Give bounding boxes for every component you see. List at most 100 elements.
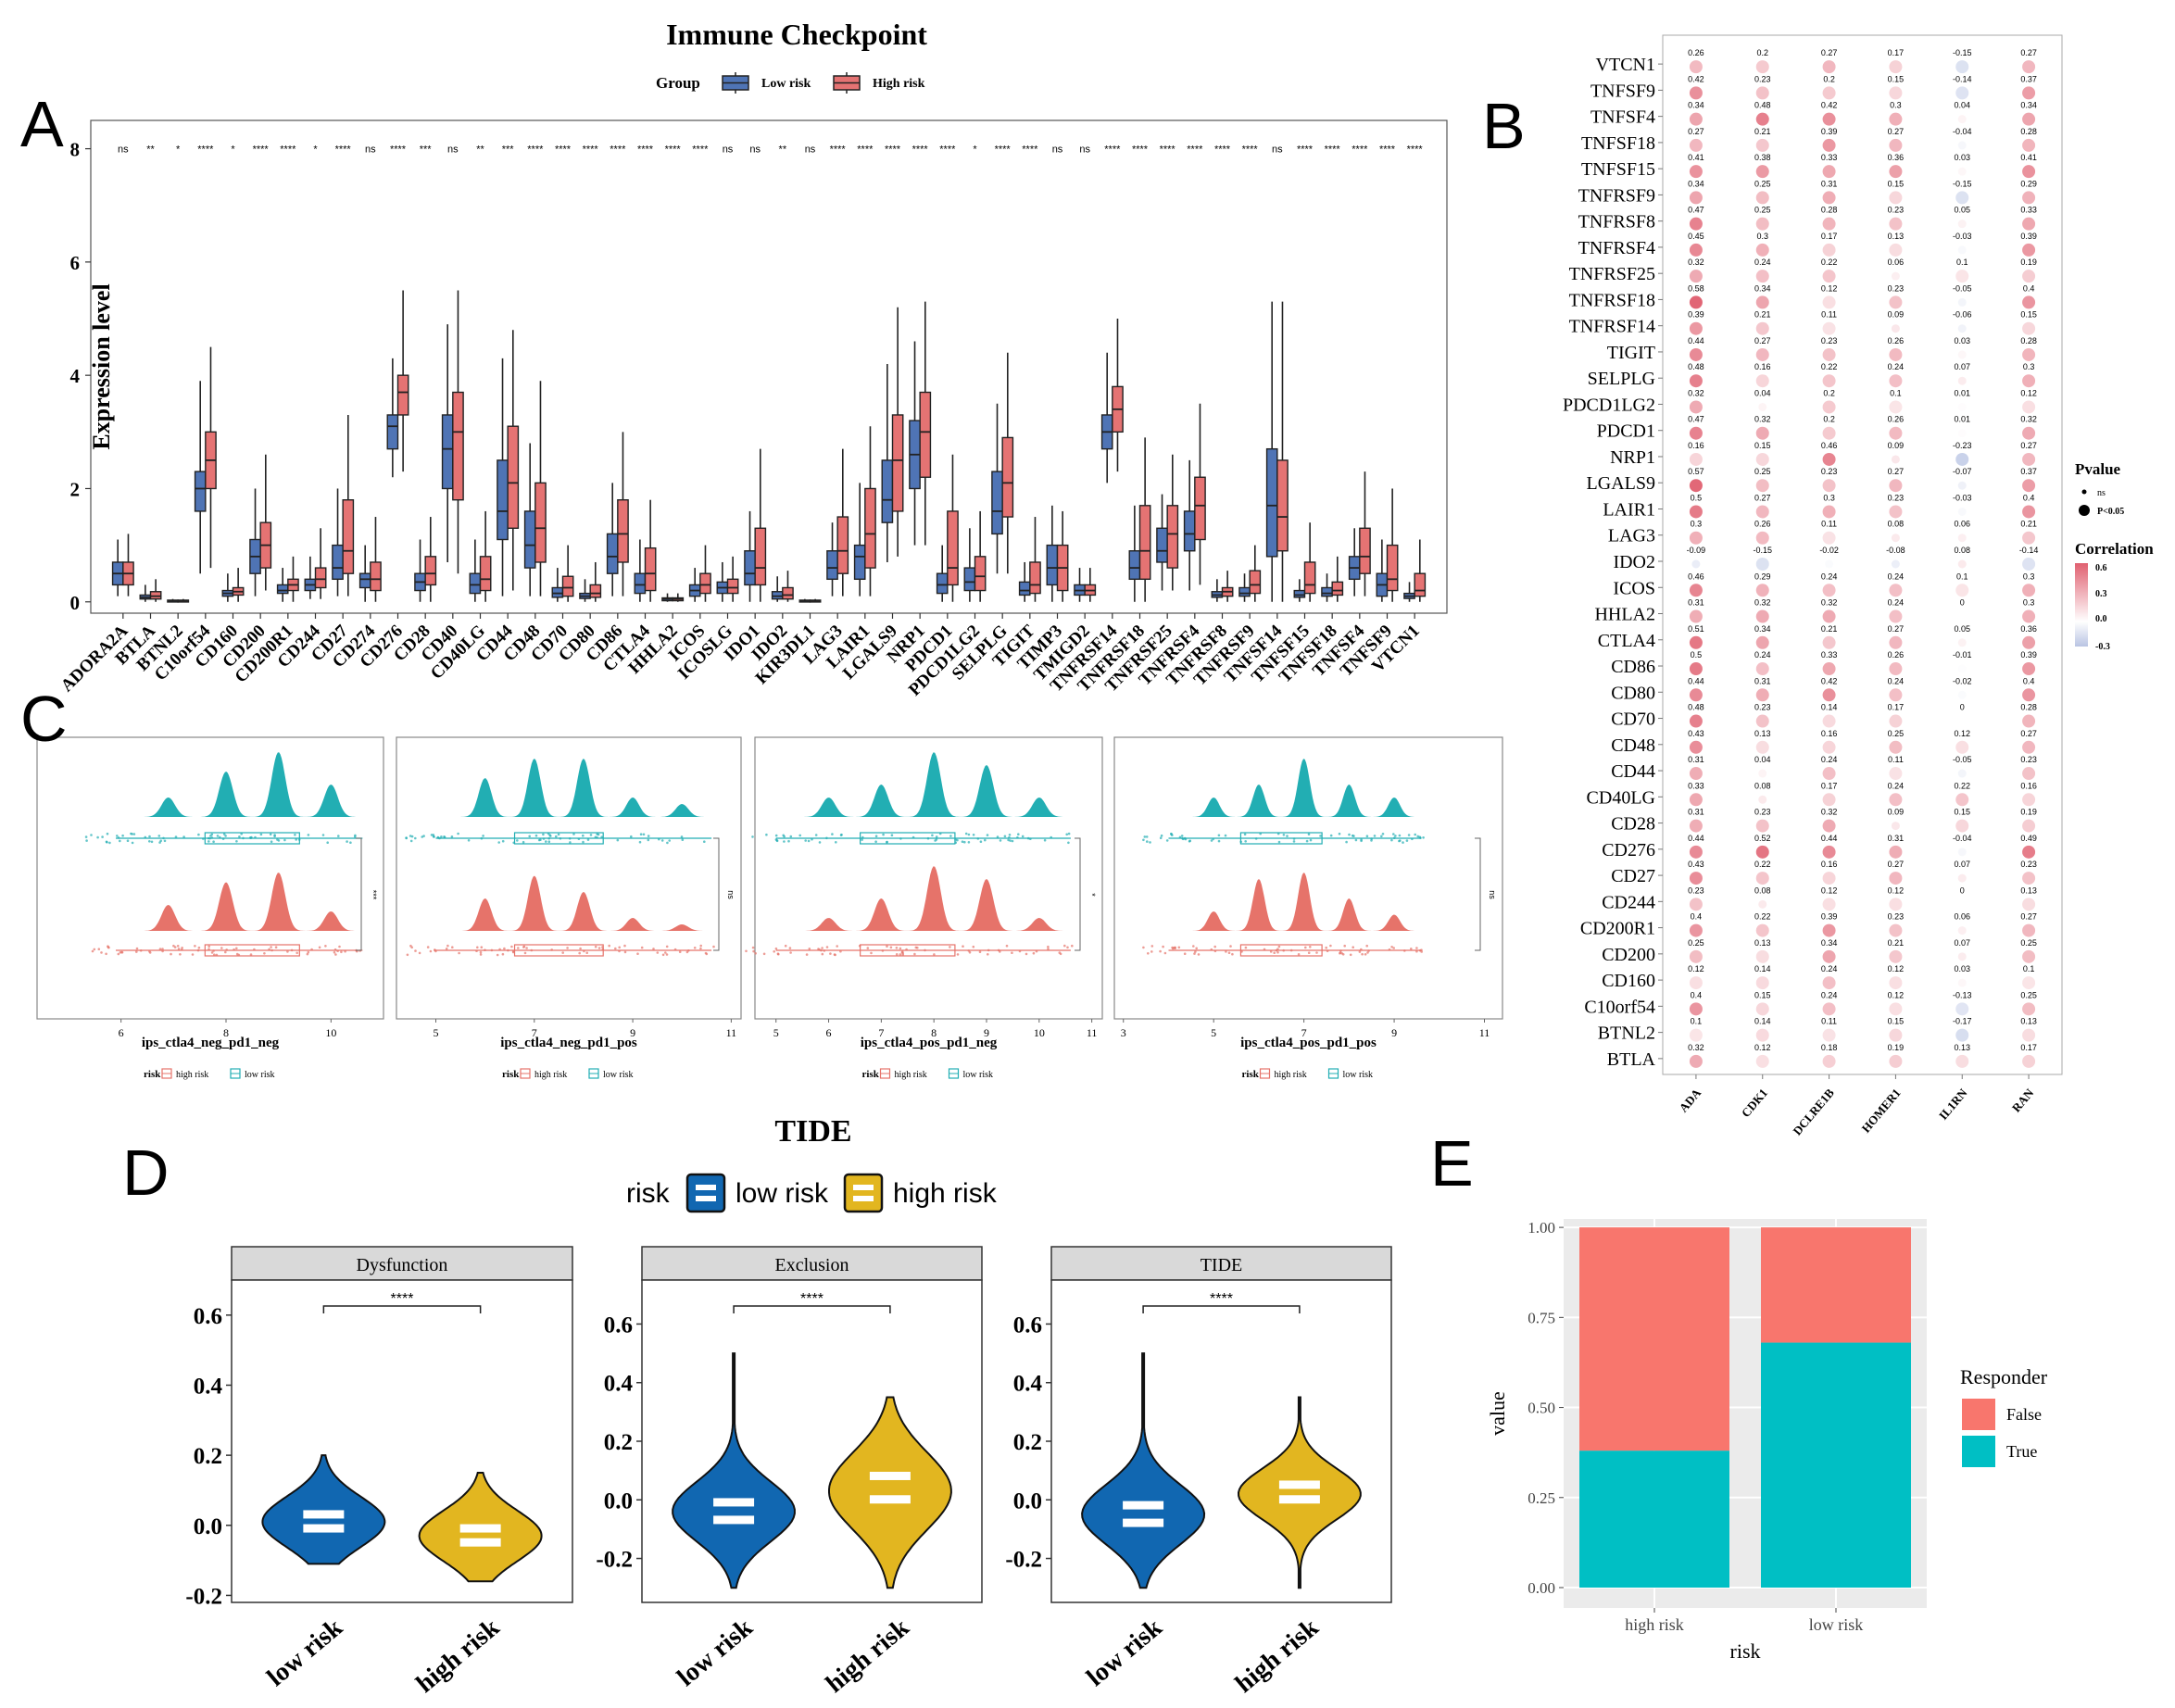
low-risk-point <box>117 836 120 839</box>
correlation-label: 0.39 <box>2020 650 2037 659</box>
correlation-dot <box>1689 243 1703 257</box>
correlation-dot <box>1889 635 1903 649</box>
correlation-label: 0.39 <box>1821 912 1838 922</box>
correlation-label: 0.39 <box>1688 310 1704 320</box>
low-risk-point <box>549 835 552 837</box>
row-label: HHLA2 <box>1594 605 1655 625</box>
high-risk-point <box>307 950 310 954</box>
correlation-dot <box>2022 321 2036 335</box>
correlation-dot <box>1822 531 1836 545</box>
correlation-dot <box>1755 714 1769 728</box>
low-risk-point <box>1414 833 1416 836</box>
high-risk-point <box>901 951 904 955</box>
correlation-dot <box>1755 452 1769 466</box>
correlation-label: 0.41 <box>1688 153 1704 162</box>
high-risk-point <box>1315 951 1318 954</box>
low-risk-point <box>557 833 560 836</box>
quartile-bar <box>303 1510 345 1519</box>
low-risk-point <box>1345 840 1348 844</box>
correlation-dot <box>2022 426 2036 440</box>
low-risk-point <box>163 839 167 843</box>
low-risk-point <box>1159 836 1163 839</box>
low-risk-point <box>537 838 541 842</box>
correlation-label: -0.05 <box>1953 283 1972 293</box>
correlation-label: 0.24 <box>1821 964 1838 973</box>
correlation-label: 0.15 <box>1888 74 1905 83</box>
box-high-risk <box>314 567 327 589</box>
high-risk-point <box>270 948 273 952</box>
correlation-dot <box>1957 297 1967 307</box>
low-risk-point <box>1405 839 1409 842</box>
high-risk-point <box>789 951 792 954</box>
x-tick-label: 7 <box>878 1026 884 1039</box>
low-risk-point <box>516 839 519 842</box>
high-risk-point <box>823 949 826 952</box>
correlation-dot <box>1889 60 1903 74</box>
correlation-dot <box>1689 898 1703 911</box>
high-risk-point <box>139 949 143 952</box>
correlation-label: 0.57 <box>1688 467 1704 476</box>
high-risk-point <box>623 944 626 948</box>
y-tick-label: 0.6 <box>194 1304 222 1329</box>
high-risk-point <box>933 953 936 956</box>
correlation-dot <box>2022 165 2036 179</box>
high-risk-point <box>120 950 123 954</box>
correlation-dot <box>1755 191 1769 205</box>
high-risk-point <box>1388 948 1391 951</box>
correlation-dot <box>2022 793 2036 807</box>
high-risk-point <box>1341 953 1345 956</box>
correlation-dot <box>1755 112 1769 126</box>
significance-label: **** <box>830 144 847 156</box>
significance-label: **** <box>1210 1291 1233 1307</box>
correlation-dot <box>1957 638 1967 647</box>
correlation-label: 0.21 <box>2020 520 2037 529</box>
box-low-risk <box>771 591 784 600</box>
significance-label: **** <box>253 144 270 156</box>
legend-title: risk <box>626 1178 671 1209</box>
high-risk-point <box>148 950 151 953</box>
correlation-dot <box>1755 270 1769 283</box>
correlation-dot <box>1822 714 1836 728</box>
low-risk-point <box>1398 834 1402 837</box>
correlation-colorbar <box>2075 563 2088 647</box>
correlation-dot <box>1755 505 1769 519</box>
correlation-dot <box>1955 452 1969 466</box>
quartile-bar <box>869 1495 911 1504</box>
high-risk-point <box>1365 944 1368 948</box>
correlation-label: 0.25 <box>2020 938 2037 948</box>
correlation-label: 0.34 <box>1688 179 1704 188</box>
correlation-label: 0.09 <box>1888 441 1905 450</box>
high-risk-point <box>445 948 448 950</box>
low-risk-point <box>430 834 434 836</box>
correlation-label: 0.15 <box>2020 310 2037 320</box>
row-label: TNFRSF8 <box>1578 212 1655 232</box>
high-risk-point <box>601 946 604 948</box>
legend-label: high risk <box>1275 1070 1307 1080</box>
low-risk-point <box>1354 838 1358 842</box>
correlation-label: 0.07 <box>1954 938 1970 948</box>
box-low-risk <box>881 459 894 523</box>
low-risk-point <box>600 835 603 838</box>
low-risk-point <box>616 838 620 842</box>
row-label: CD86 <box>1611 657 1655 677</box>
correlation-dot <box>1889 191 1903 205</box>
correlation-dot <box>1822 452 1836 466</box>
correlation-dot <box>1689 1028 1703 1042</box>
y-tick-label: 0.4 <box>604 1372 634 1397</box>
y-tick-label: -0.2 <box>1005 1548 1042 1573</box>
correlation-label: 0.14 <box>1754 1017 1771 1026</box>
high-risk-point <box>914 946 918 949</box>
x-tick-label: 11 <box>726 1026 737 1039</box>
low-risk-point <box>238 835 241 838</box>
low-risk-point <box>202 837 205 840</box>
low-risk-point <box>559 837 562 840</box>
high-risk-point <box>1307 951 1311 954</box>
low-risk-point <box>798 834 801 837</box>
correlation-dot <box>1822 243 1836 257</box>
significance-label: **** <box>637 144 654 156</box>
correlation-dot <box>1957 769 1967 778</box>
correlation-dot <box>1755 60 1769 74</box>
high-risk-point <box>1277 945 1281 948</box>
high-risk-point <box>566 947 569 949</box>
